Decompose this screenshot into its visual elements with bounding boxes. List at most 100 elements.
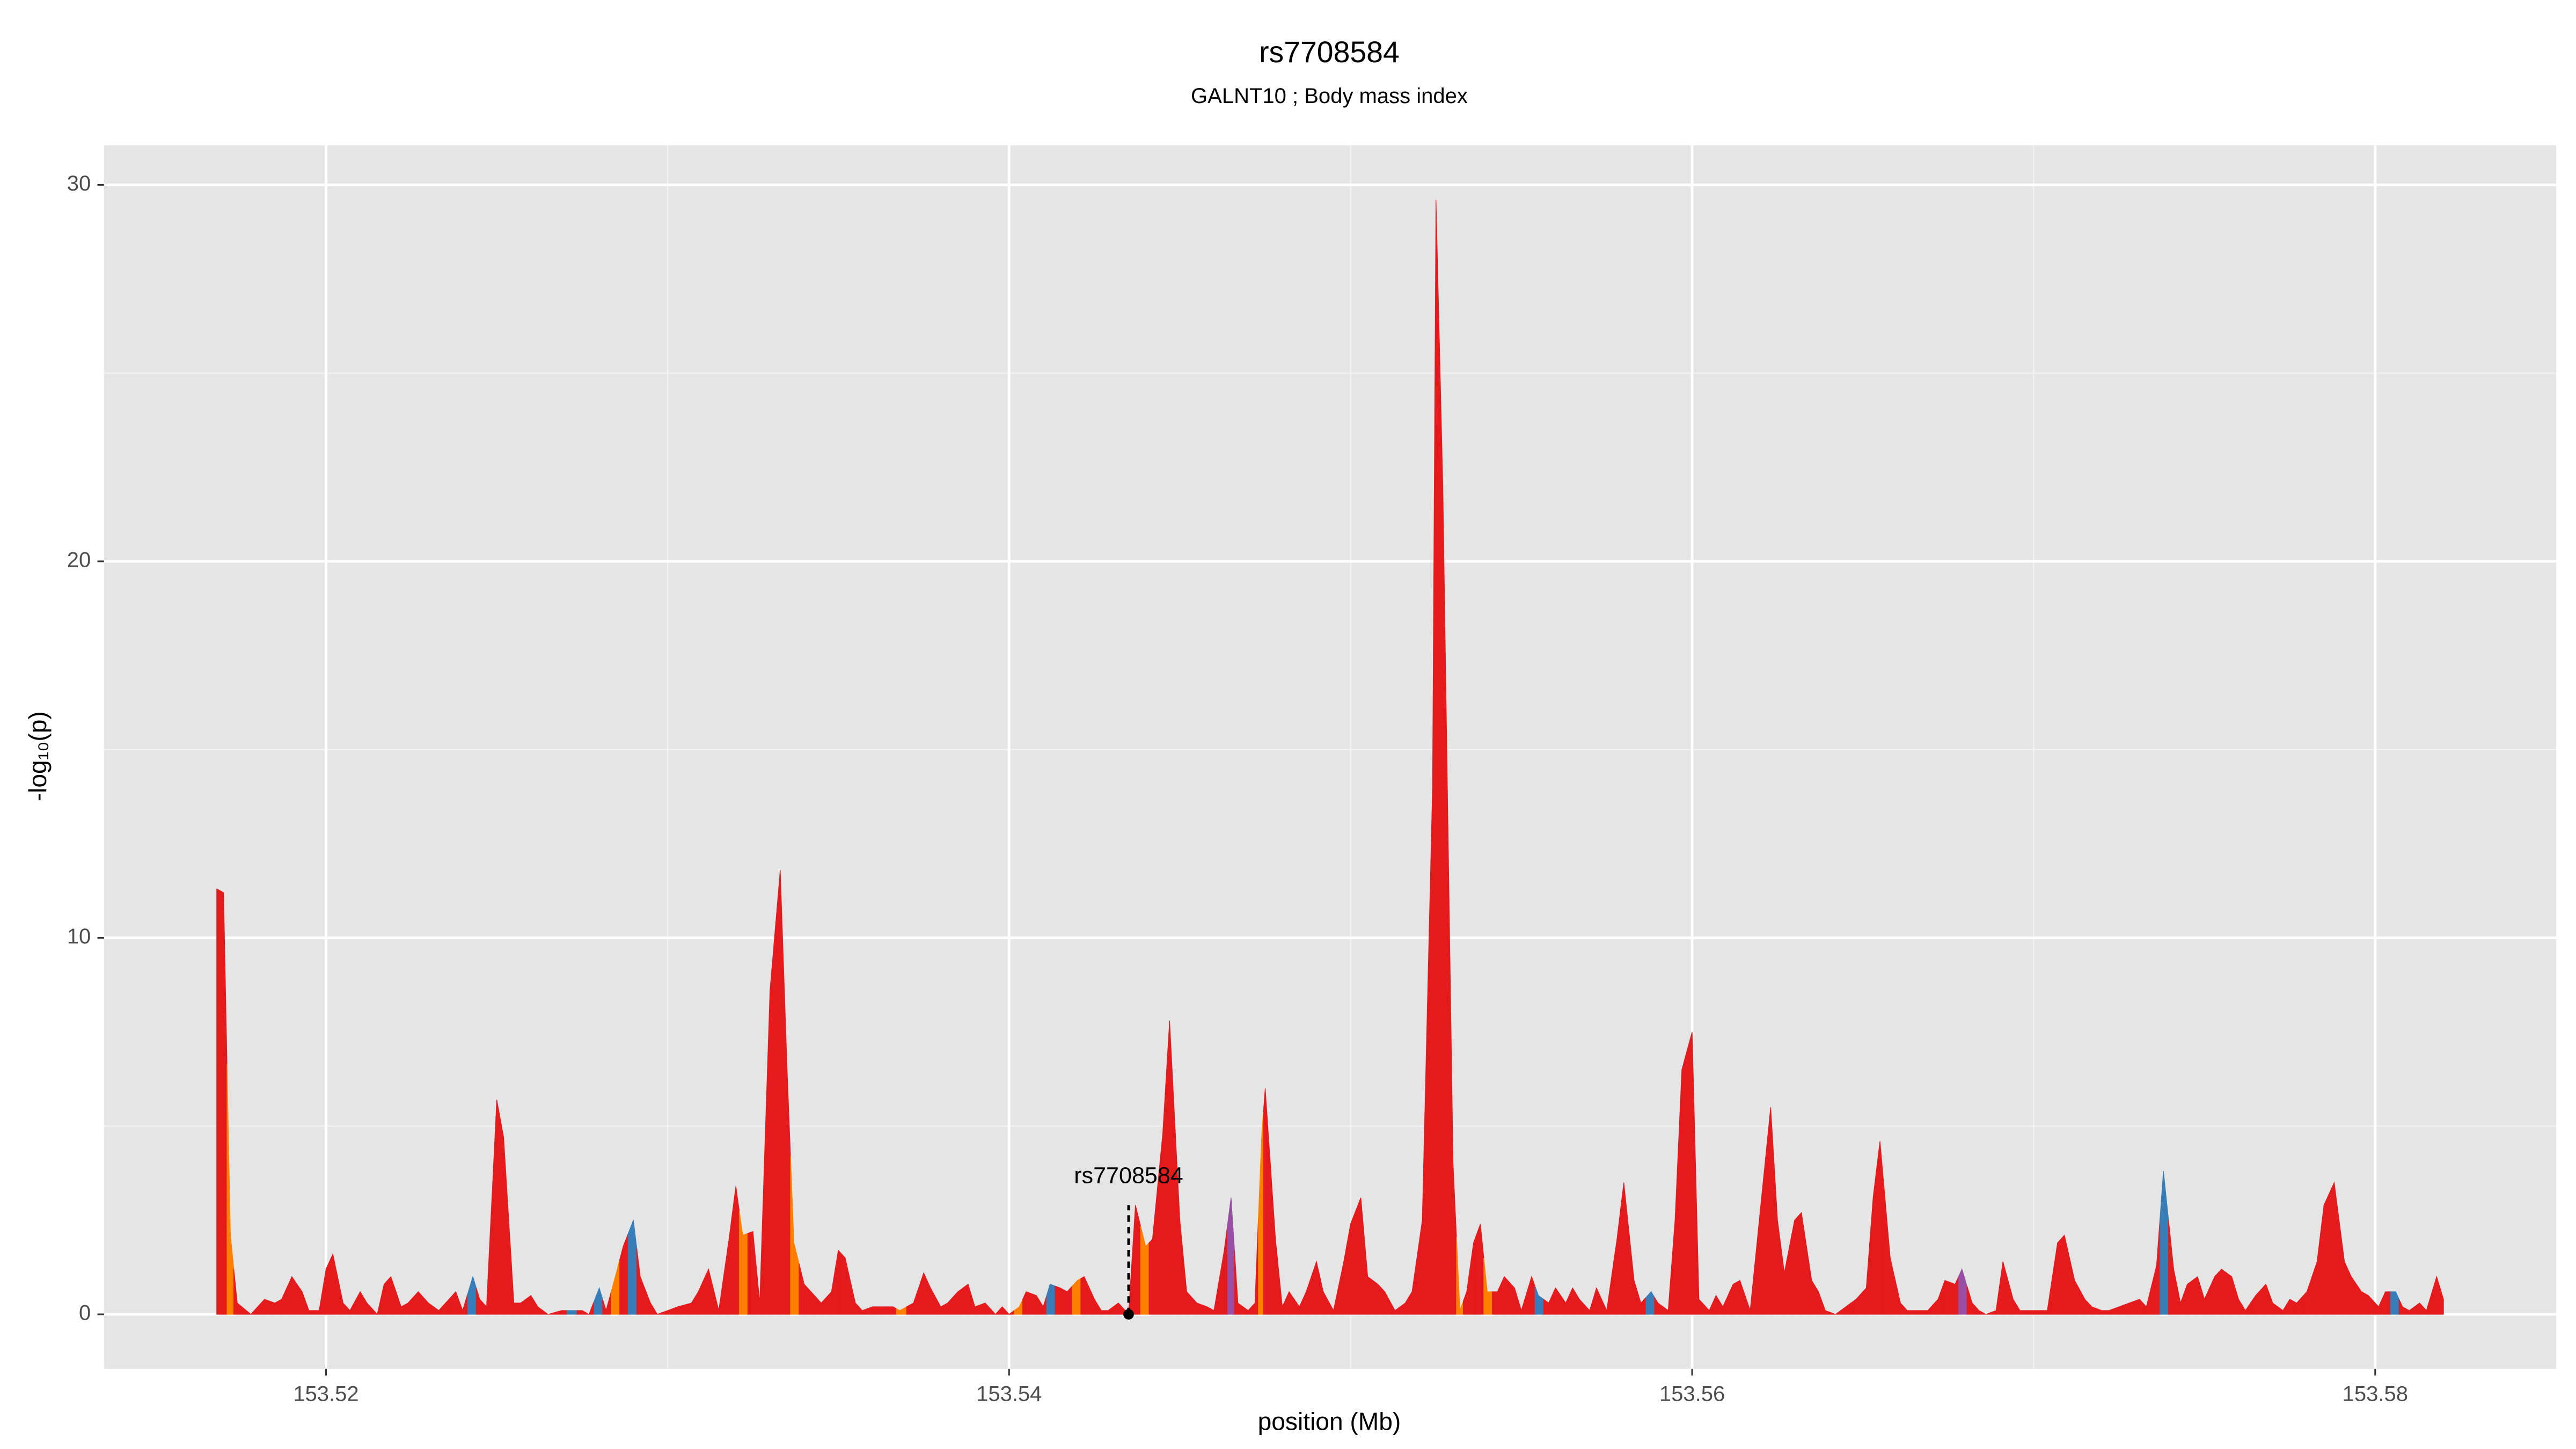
area-segment xyxy=(2008,1280,2017,1315)
area-segment xyxy=(1346,1210,1356,1315)
area-segment xyxy=(2405,1306,2415,1315)
area-segment xyxy=(774,870,784,1315)
area-segment xyxy=(2183,1279,2193,1315)
area-segment xyxy=(1417,1004,1428,1315)
x-tick-label: 153.54 xyxy=(976,1382,1042,1406)
area-segment xyxy=(585,1301,595,1315)
area-segment xyxy=(835,1249,843,1315)
area-segment xyxy=(219,890,228,1315)
area-segment xyxy=(380,1279,388,1315)
area-segment xyxy=(858,1306,868,1315)
area-segment xyxy=(2268,1293,2279,1315)
area-segment xyxy=(611,1260,620,1315)
x-tick-label: 153.56 xyxy=(1659,1382,1725,1406)
area-segment xyxy=(450,1291,460,1315)
area-segment xyxy=(1219,1224,1228,1315)
area-segment xyxy=(1439,343,1448,1315)
area-segment xyxy=(1063,1285,1073,1315)
area-segment xyxy=(2079,1290,2089,1315)
area-segment xyxy=(1014,1299,1023,1315)
area-segment xyxy=(286,1276,298,1315)
area-segment xyxy=(877,1306,888,1315)
area-segment xyxy=(1719,1295,1729,1315)
area-segment xyxy=(1097,1304,1106,1315)
area-segment xyxy=(322,1261,330,1315)
area-segment xyxy=(1745,1260,1756,1315)
area-segment xyxy=(2347,1269,2357,1315)
area-segment xyxy=(2381,1291,2391,1315)
area-segment xyxy=(1483,1257,1493,1315)
area-segment xyxy=(850,1280,859,1315)
area-segment xyxy=(738,1211,749,1315)
area-segment xyxy=(1601,1275,1613,1315)
area-segment xyxy=(1620,1182,1629,1315)
area-segment xyxy=(1912,1310,1923,1315)
area-segment xyxy=(952,1287,963,1315)
area-segment xyxy=(2423,1293,2432,1315)
area-segment xyxy=(423,1296,434,1315)
area-segment xyxy=(305,1301,314,1315)
area-segment xyxy=(566,1310,577,1315)
area-segment xyxy=(2320,1194,2330,1315)
area-segment xyxy=(619,1233,629,1315)
area-segment xyxy=(576,1310,586,1315)
area-segment xyxy=(990,1307,999,1315)
area-segment xyxy=(1728,1282,1737,1315)
area-segment xyxy=(1686,1031,1696,1315)
area-segment xyxy=(1427,493,1435,1315)
area-segment xyxy=(2024,1310,2035,1315)
area-segment xyxy=(1876,1141,1886,1315)
area-segment xyxy=(1372,1279,1382,1315)
area-segment xyxy=(1678,1050,1688,1315)
area-segment xyxy=(1263,1088,1271,1315)
area-segment xyxy=(1584,1299,1594,1315)
panel xyxy=(104,145,2557,1369)
area-segment xyxy=(216,888,221,1315)
area-segment xyxy=(1526,1275,1535,1315)
chart-title: rs7708584 xyxy=(1259,35,1400,69)
area-segment xyxy=(636,1248,646,1315)
area-segment xyxy=(2339,1222,2348,1315)
area-segment xyxy=(508,1220,518,1315)
area-segment xyxy=(694,1280,704,1315)
area-segment xyxy=(2301,1276,2312,1315)
area-segment xyxy=(1157,1077,1167,1315)
area-segment xyxy=(2398,1299,2406,1315)
x-axis-label: position (Mb) xyxy=(1258,1407,1401,1435)
area-segment xyxy=(1381,1287,1391,1315)
area-segment xyxy=(926,1280,936,1315)
area-segment xyxy=(1140,1226,1150,1315)
area-segment xyxy=(594,1287,603,1315)
chart-subtitle: GALNT10 ; Body mass index xyxy=(1191,84,1468,108)
area-segment xyxy=(723,1212,733,1315)
area-segment xyxy=(387,1276,397,1315)
area-segment xyxy=(233,1269,245,1315)
area-segment xyxy=(1645,1291,1655,1315)
area-segment xyxy=(2134,1299,2143,1315)
area-segment xyxy=(1338,1242,1348,1315)
area-segment xyxy=(1611,1211,1621,1315)
area-segment xyxy=(918,1272,928,1315)
area-segment xyxy=(517,1298,526,1315)
annotation-point xyxy=(1123,1309,1134,1320)
area-segment xyxy=(867,1306,878,1315)
area-segment xyxy=(433,1306,443,1315)
area-segment xyxy=(459,1293,469,1315)
area-segment xyxy=(799,1263,810,1315)
area-segment xyxy=(346,1301,356,1315)
area-segment xyxy=(713,1275,724,1315)
area-segment xyxy=(2365,1293,2374,1315)
area-segment xyxy=(2440,1287,2444,1315)
y-tick-label: 10 xyxy=(67,925,91,948)
area-segment xyxy=(1148,1186,1158,1315)
area-segment xyxy=(732,1186,740,1315)
area-segment xyxy=(1806,1246,1816,1315)
area-segment xyxy=(1469,1233,1477,1315)
area-segment xyxy=(672,1304,685,1315)
area-segment xyxy=(2168,1220,2178,1315)
area-segment xyxy=(809,1289,818,1315)
area-segment xyxy=(1780,1246,1790,1315)
area-segment xyxy=(2235,1287,2243,1315)
